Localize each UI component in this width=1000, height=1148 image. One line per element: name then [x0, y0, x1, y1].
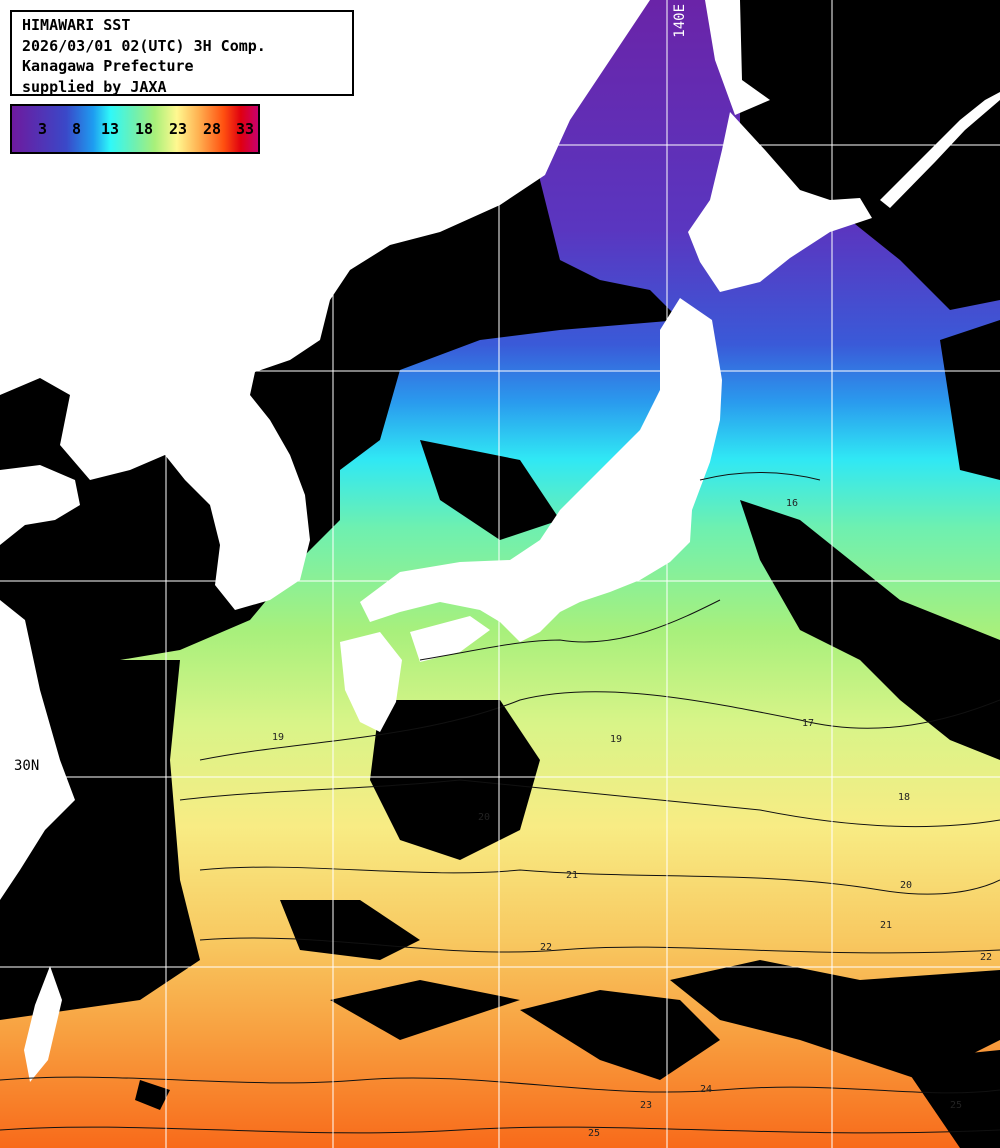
- colorbar-label: 8: [72, 120, 82, 138]
- colorbar-label: 28: [203, 120, 222, 138]
- contour-label: 22: [540, 942, 553, 953]
- china-coast: [0, 465, 80, 545]
- shikoku: [410, 616, 490, 662]
- kuril-islands: [880, 92, 1000, 208]
- credit: supplied by JAXA: [22, 77, 167, 96]
- taiwan: [24, 966, 62, 1082]
- title: HIMAWARI SST: [22, 16, 131, 34]
- contour-label: 17: [802, 718, 815, 729]
- island-small: [400, 128, 424, 165]
- colorbar-label: 13: [101, 120, 120, 138]
- colorbar-label: 3: [38, 120, 48, 138]
- latitude-label-30n: 30N: [14, 758, 40, 774]
- contour-label: 20: [478, 812, 491, 823]
- china-coast-south: [0, 600, 75, 900]
- isotherm-contours: [0, 472, 1000, 1134]
- latitude-label-40n: 40N: [10, 352, 36, 368]
- contour-label: 19: [272, 732, 285, 743]
- contour-label: 25: [588, 1128, 601, 1139]
- contour-label: 24: [700, 1084, 713, 1095]
- contour-label: 21: [566, 870, 579, 881]
- colorbar-label: 23: [169, 120, 188, 138]
- timestamp: 2026/03/01 02(UTC) 3H Comp.: [22, 36, 266, 55]
- hokkaido: [688, 112, 872, 292]
- contour-label: 23: [640, 1100, 653, 1111]
- contour-label: 19: [610, 734, 623, 745]
- sakhalin: [705, 0, 770, 115]
- color-scale-legend: 3 8 13 18 23 28 33: [10, 104, 260, 154]
- colorbar-label: 33: [236, 120, 255, 138]
- colorbar-label: 18: [135, 120, 154, 138]
- title-box: HIMAWARI SST 2026/03/01 02(UTC) 3H Comp.…: [10, 10, 354, 96]
- contour-label: 21: [880, 920, 893, 931]
- longitude-label-140e: 140E: [672, 4, 688, 38]
- kyushu: [340, 632, 402, 732]
- contour-label: 22: [980, 952, 993, 963]
- contour-label: 20: [900, 880, 913, 891]
- contour-label: 16: [786, 498, 799, 509]
- region: Kanagawa Prefecture: [22, 57, 194, 75]
- honshu: [360, 298, 722, 642]
- contour-label: 25: [950, 1100, 963, 1111]
- contour-label: 18: [898, 792, 911, 803]
